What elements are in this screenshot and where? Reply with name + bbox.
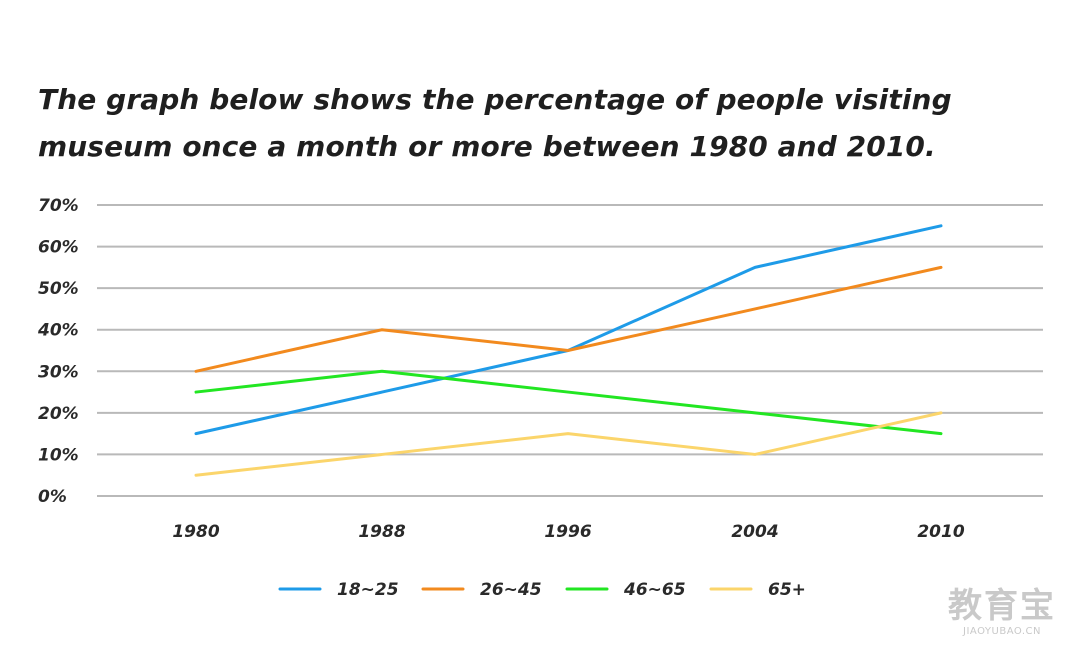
x-axis-ticks: 1980 1988 1996 2004 2010: [172, 522, 964, 542]
legend-label: 46~65: [623, 580, 686, 600]
gridlines: [97, 204, 1043, 497]
x-tick-label: 2004: [731, 522, 778, 542]
series-line-26~45: [194, 265, 943, 373]
chart-title: The graph below shows the percentage of …: [38, 83, 952, 163]
legend-label: 18~25: [337, 580, 399, 600]
y-tick-label: 60%: [38, 238, 79, 258]
watermark-url: JIAOYUBAO.CN: [963, 626, 1041, 637]
x-tick-label: 1996: [544, 522, 591, 542]
y-tick-label: 0%: [38, 487, 67, 507]
legend-label: 65+: [768, 580, 806, 600]
series-line-65+: [194, 411, 943, 477]
y-tick-label: 20%: [38, 404, 79, 424]
watermark: 教育宝 JIAOYUBAO.CN: [948, 586, 1056, 637]
legend: 18~25 26~45 46~65 65+: [278, 580, 806, 600]
y-tick-label: 40%: [37, 321, 79, 341]
x-tick-label: 1980: [172, 522, 219, 542]
series-line-46~65: [194, 369, 943, 436]
x-tick-label: 2010: [917, 522, 964, 542]
y-axis-ticks: 0% 10% 20% 30% 40% 50% 60% 70%: [37, 196, 79, 507]
y-tick-label: 30%: [38, 362, 79, 382]
legend-label: 26~45: [480, 580, 542, 600]
y-tick-label: 10%: [38, 445, 79, 465]
y-tick-label: 70%: [38, 196, 79, 216]
y-tick-label: 50%: [38, 279, 79, 299]
watermark-logo: 教育宝: [948, 586, 1056, 626]
series-lines: [194, 224, 943, 477]
x-tick-label: 1988: [358, 522, 405, 542]
